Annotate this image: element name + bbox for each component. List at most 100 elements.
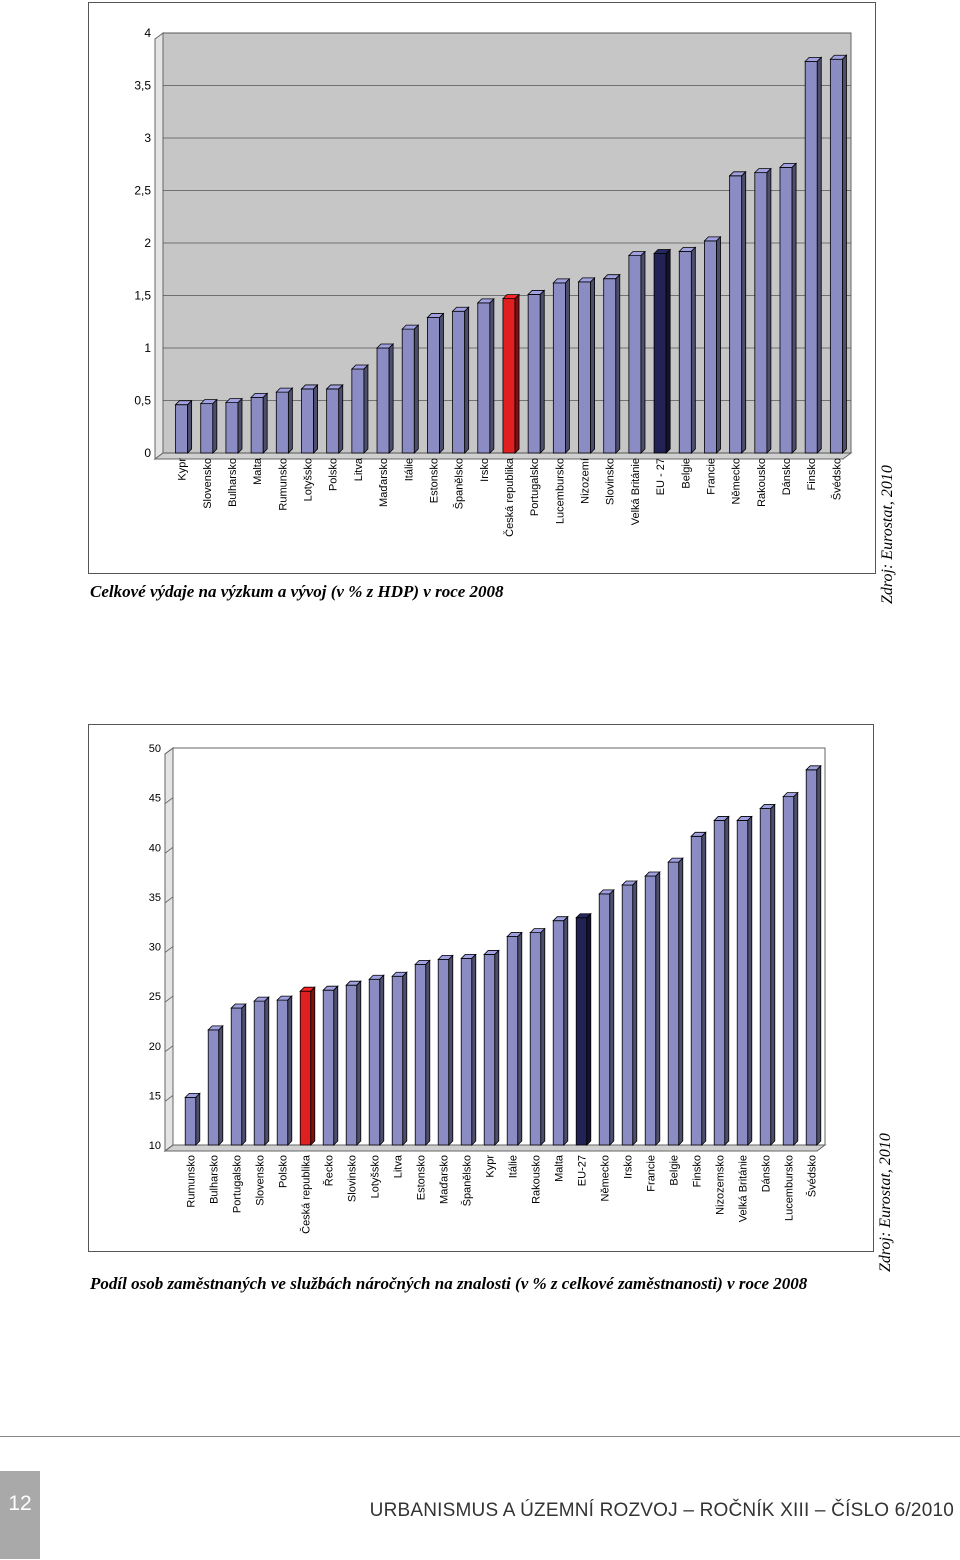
chart2-bar-side xyxy=(195,1092,201,1146)
chart2-bar-front xyxy=(184,1096,197,1146)
chart2-tick-mark xyxy=(164,1095,174,1102)
footer-divider xyxy=(0,1436,960,1437)
chart1-bar-front xyxy=(628,255,642,454)
chart1-y-tick-label: 3 xyxy=(144,131,151,145)
chart2-bar xyxy=(759,803,776,1146)
chart2-bar xyxy=(368,974,385,1146)
chart2-bar xyxy=(690,831,707,1146)
chart1-bar-front xyxy=(527,294,541,454)
chart1-x-tick-label: Maďarsko xyxy=(378,458,390,507)
chart2-x-tick-label: Francie xyxy=(646,1155,658,1192)
chart1-bar-front xyxy=(829,58,843,454)
chart2-bar-side xyxy=(379,974,385,1146)
chart1-bar-front xyxy=(452,310,466,454)
chart1-bar-front xyxy=(729,175,743,454)
chart1-bar-front xyxy=(250,396,264,454)
chart1-bar xyxy=(728,170,747,454)
chart1-x-tick-label: Irsko xyxy=(479,458,491,482)
chart2-x-tick-label: Finsko xyxy=(692,1155,704,1187)
chart1-bar xyxy=(451,306,470,454)
chart2-floor xyxy=(163,1144,827,1152)
chart1-bar xyxy=(300,383,319,454)
chart2-bar-side xyxy=(471,953,477,1146)
chart1-bar xyxy=(678,246,697,454)
chart1-bar xyxy=(224,397,243,454)
chart2-bar-front xyxy=(253,1000,266,1146)
chart1-x-tick-label: Nizozemí xyxy=(580,458,592,504)
chart2-bar-side xyxy=(816,764,822,1146)
chart2-bar-front xyxy=(414,963,427,1146)
chart2-x-tick-label: Španělsko xyxy=(461,1155,474,1206)
chart2-bar-side xyxy=(701,831,707,1146)
chart2-tick-mark xyxy=(164,896,174,904)
chart1-x-tick-label: Finsko xyxy=(806,458,818,490)
chart2-bar-front xyxy=(529,932,542,1146)
chart2-bar xyxy=(460,953,477,1146)
chart1-bar xyxy=(350,364,369,454)
chart1-bar xyxy=(476,297,495,454)
chart2-x-tick-label: Belgie xyxy=(669,1155,681,1186)
chart1-bar xyxy=(703,235,722,454)
chart1-x-tick-label: Litva xyxy=(353,457,365,481)
chart2-y-tick-label: 15 xyxy=(149,1090,161,1102)
chart2-bar-side xyxy=(241,1003,247,1146)
chart1-x-tick-label: Portugalsko xyxy=(529,458,541,516)
chart1-x-tick-label: Česká republika xyxy=(503,457,516,537)
chart2-bar-side xyxy=(793,791,799,1146)
chart1-bar-side xyxy=(514,293,520,454)
chart2-bar xyxy=(575,912,592,1146)
chart1-bar-side xyxy=(565,277,570,454)
chart1-bar xyxy=(577,276,596,454)
chart1-bar xyxy=(653,248,672,454)
chart2-y-tick-label: 45 xyxy=(149,793,161,805)
chart2-x-tick-label: Irsko xyxy=(623,1155,635,1179)
chart1-y-tick-label: 0 xyxy=(144,446,151,460)
chart2-bar-front xyxy=(207,1029,220,1146)
chart2-bar xyxy=(299,986,316,1146)
chart1-bar xyxy=(527,289,546,454)
chart2-bar xyxy=(437,954,454,1146)
chart2-bar-side xyxy=(770,803,776,1146)
chart2-bar-front xyxy=(437,959,450,1146)
chart2-y-tick-label: 35 xyxy=(149,892,161,904)
chart1-x-tick-label: Švédsko xyxy=(830,458,843,500)
chart2-bar-front xyxy=(759,808,772,1146)
chart1-bar-front xyxy=(275,391,289,454)
chart-1-source: Zdroj: Eurostat, 2010 xyxy=(879,465,896,604)
chart2-tick-mark xyxy=(164,797,174,804)
chart2-bar xyxy=(529,927,546,1146)
chart1-x-tick-label: Itálie xyxy=(403,458,415,481)
chart2-bar-front xyxy=(667,861,680,1146)
chart1-bar-side xyxy=(262,392,268,454)
chart1-side-wall xyxy=(154,32,164,460)
chart2-x-tick-label: Rumunsko xyxy=(186,1155,198,1208)
chart-2-caption: Podíl osob zaměstnaných ve službách náro… xyxy=(90,1274,808,1293)
chart2-y-tick-label: 50 xyxy=(149,743,161,755)
chart1-bar-front xyxy=(704,240,717,454)
chart1-y-tick-label: 2,5 xyxy=(134,184,151,198)
chart2-bar-front xyxy=(690,835,703,1146)
chart2-bar-side xyxy=(287,995,293,1146)
chart1-bar xyxy=(602,273,621,454)
chart1-bar-side xyxy=(212,398,218,454)
chart1-bar-front xyxy=(779,166,793,454)
chart1-y-tick-label: 1 xyxy=(144,341,151,355)
chart2-bar-front xyxy=(575,917,588,1146)
chart1-bar-front xyxy=(502,298,516,454)
chart2-bar xyxy=(552,915,569,1146)
chart1-bar-side xyxy=(413,324,419,454)
chart1-x-tick-label: Kypr xyxy=(177,458,189,481)
chart2-bar-front xyxy=(782,796,795,1146)
chart2-tick-mark xyxy=(164,946,174,953)
chart1-bar-side xyxy=(439,312,444,454)
chart2-tick-mark xyxy=(164,846,174,854)
chart2-tick-mark xyxy=(164,1045,174,1053)
chart2-bar-side xyxy=(724,815,730,1146)
chart2-x-tick-label: EU-27 xyxy=(577,1155,589,1186)
chart1-x-tick-label: Slovinsko xyxy=(605,458,617,505)
chart1-x-tick-label: Bulharsko xyxy=(227,458,239,507)
chart2-bar-front xyxy=(713,820,726,1146)
chart1-bar-side xyxy=(766,167,772,454)
chart2-x-tick-label: Maďarsko xyxy=(439,1155,451,1204)
chart1-y-tick-label: 1,5 xyxy=(134,289,151,303)
